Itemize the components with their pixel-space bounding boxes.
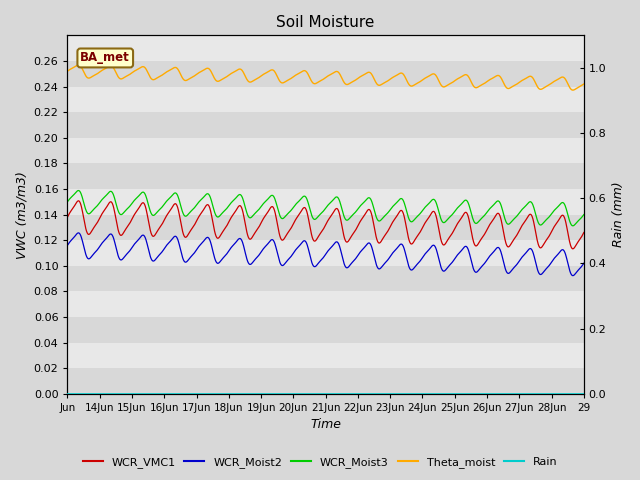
- Text: BA_met: BA_met: [81, 51, 130, 64]
- Bar: [67, 291, 584, 317]
- Y-axis label: VWC (m3/m3): VWC (m3/m3): [15, 170, 28, 259]
- Y-axis label: Rain (mm): Rain (mm): [612, 182, 625, 247]
- Bar: [67, 215, 584, 240]
- Bar: [67, 343, 584, 368]
- Bar: [67, 61, 584, 86]
- Bar: [67, 138, 584, 163]
- Bar: [67, 266, 584, 291]
- Bar: [67, 112, 584, 138]
- X-axis label: Time: Time: [310, 419, 341, 432]
- Bar: [67, 189, 584, 215]
- Bar: [67, 86, 584, 112]
- Bar: [67, 240, 584, 266]
- Bar: [67, 368, 584, 394]
- Bar: [67, 317, 584, 343]
- Title: Soil Moisture: Soil Moisture: [276, 15, 375, 30]
- Bar: [67, 163, 584, 189]
- Legend: WCR_VMC1, WCR_Moist2, WCR_Moist3, Theta_moist, Rain: WCR_VMC1, WCR_Moist2, WCR_Moist3, Theta_…: [78, 452, 562, 472]
